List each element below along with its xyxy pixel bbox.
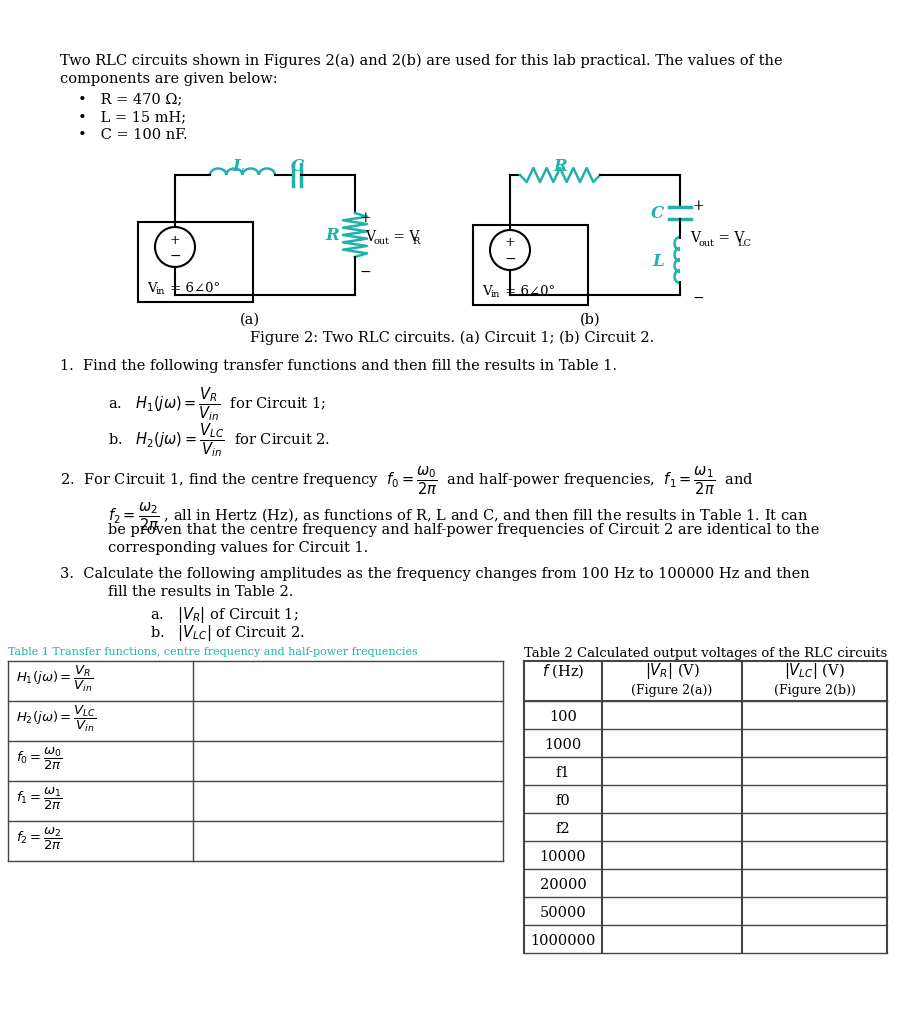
Text: −: − xyxy=(693,291,703,305)
Text: •   R = 470 Ω;: • R = 470 Ω; xyxy=(78,92,182,106)
Text: V: V xyxy=(365,230,375,244)
Text: $f$ (Hz): $f$ (Hz) xyxy=(541,663,583,680)
Text: 1000: 1000 xyxy=(544,738,581,752)
Text: b.   $|V_{LC}|$ of Circuit 2.: b. $|V_{LC}|$ of Circuit 2. xyxy=(150,623,304,643)
Text: (b): (b) xyxy=(579,313,600,327)
Text: Two RLC circuits shown in Figures 2(a) and 2(b) are used for this lab practical.: Two RLC circuits shown in Figures 2(a) a… xyxy=(60,54,782,69)
Text: R: R xyxy=(412,238,419,247)
Text: C: C xyxy=(290,158,303,175)
Text: 2.  For Circuit 1, find the centre frequency  $f_0=\dfrac{\omega_0}{2\pi}$  and : 2. For Circuit 1, find the centre freque… xyxy=(60,465,752,498)
Text: •   L = 15 mH;: • L = 15 mH; xyxy=(78,110,186,124)
Text: Table 1 Transfer functions, centre frequency and half-power frequencies: Table 1 Transfer functions, centre frequ… xyxy=(8,647,417,657)
Text: 10000: 10000 xyxy=(539,850,586,864)
Text: out: out xyxy=(698,239,714,248)
Text: in: in xyxy=(156,287,165,296)
Text: $H_1(j\omega)=\dfrac{V_R}{V_{in}}$: $H_1(j\omega)=\dfrac{V_R}{V_{in}}$ xyxy=(16,664,93,694)
Text: b.   $H_2(j\omega)=\dfrac{V_{LC}}{V_{in}}$  for Circuit 2.: b. $H_2(j\omega)=\dfrac{V_{LC}}{V_{in}}$… xyxy=(107,421,330,459)
Text: R: R xyxy=(553,158,566,175)
Text: +: + xyxy=(693,199,703,213)
Text: Figure 2: Two RLC circuits. (a) Circuit 1; (b) Circuit 2.: Figure 2: Two RLC circuits. (a) Circuit … xyxy=(249,331,654,345)
Text: LC: LC xyxy=(736,239,750,248)
Text: a.   $|V_R|$ of Circuit 1;: a. $|V_R|$ of Circuit 1; xyxy=(150,605,298,625)
Text: 3.  Calculate the following amplitudes as the frequency changes from 100 Hz to 1: 3. Calculate the following amplitudes as… xyxy=(60,567,809,581)
Text: C: C xyxy=(650,205,664,221)
Text: corresponding values for Circuit 1.: corresponding values for Circuit 1. xyxy=(107,541,368,555)
Text: L: L xyxy=(652,254,664,270)
Text: (Figure 2(a)): (Figure 2(a)) xyxy=(630,684,712,697)
Text: 100: 100 xyxy=(548,710,576,724)
Text: $|V_R|$ (V): $|V_R|$ (V) xyxy=(644,662,699,681)
Text: $|V_{LC}|$ (V): $|V_{LC}|$ (V) xyxy=(783,662,844,681)
Text: +: + xyxy=(170,233,180,247)
Text: a.   $H_1(j\omega)=\dfrac{V_R}{V_{in}}$  for Circuit 1;: a. $H_1(j\omega)=\dfrac{V_R}{V_{in}}$ fo… xyxy=(107,385,326,423)
Text: components are given below:: components are given below: xyxy=(60,72,277,86)
Text: $H_2(j\omega)=\dfrac{V_{LC}}{V_{in}}$: $H_2(j\omega)=\dfrac{V_{LC}}{V_{in}}$ xyxy=(16,703,97,734)
Text: (Figure 2(b)): (Figure 2(b)) xyxy=(773,684,854,697)
Bar xyxy=(472,225,587,305)
Text: f0: f0 xyxy=(555,794,570,808)
Text: in: in xyxy=(490,290,500,299)
Text: −: − xyxy=(169,249,181,263)
Text: (a): (a) xyxy=(239,313,260,327)
Text: −: − xyxy=(359,265,371,279)
Text: 1.  Find the following transfer functions and then fill the results in Table 1.: 1. Find the following transfer functions… xyxy=(60,359,617,373)
Text: V: V xyxy=(147,282,156,295)
Text: Table 2 Calculated output voltages of the RLC circuits: Table 2 Calculated output voltages of th… xyxy=(524,647,886,660)
Text: = V: = V xyxy=(388,230,419,244)
Text: V: V xyxy=(689,231,699,246)
Text: = V: = V xyxy=(713,231,743,246)
Text: •   C = 100 nF.: • C = 100 nF. xyxy=(78,128,188,142)
Text: f1: f1 xyxy=(555,766,570,780)
Text: $f_2=\dfrac{\omega_2}{2\pi}$ , all in Hertz (Hz), as functions of R, L and C, an: $f_2=\dfrac{\omega_2}{2\pi}$ , all in He… xyxy=(107,501,807,534)
Text: L: L xyxy=(232,158,244,175)
Text: $f_2=\dfrac{\omega_2}{2\pi}$: $f_2=\dfrac{\omega_2}{2\pi}$ xyxy=(16,826,62,852)
Text: out: out xyxy=(374,238,389,247)
Text: 20000: 20000 xyxy=(539,878,586,892)
Text: f2: f2 xyxy=(555,822,570,836)
Text: +: + xyxy=(504,237,515,250)
Text: fill the results in Table 2.: fill the results in Table 2. xyxy=(107,585,293,599)
Bar xyxy=(138,222,253,302)
Text: $f_1=\dfrac{\omega_1}{2\pi}$: $f_1=\dfrac{\omega_1}{2\pi}$ xyxy=(16,785,62,812)
Text: R: R xyxy=(325,226,339,244)
Text: V: V xyxy=(481,285,491,298)
Text: = 6∠0°: = 6∠0° xyxy=(166,282,220,295)
Text: $f_0=\dfrac{\omega_0}{2\pi}$: $f_0=\dfrac{\omega_0}{2\pi}$ xyxy=(16,745,62,772)
Text: = 6∠0°: = 6∠0° xyxy=(500,285,554,298)
Text: be proven that the centre frequency and half-power frequencies of Circuit 2 are : be proven that the centre frequency and … xyxy=(107,523,818,537)
Text: +: + xyxy=(359,211,371,225)
Text: 50000: 50000 xyxy=(539,906,586,920)
Text: 1000000: 1000000 xyxy=(530,934,595,948)
Text: −: − xyxy=(504,252,516,266)
